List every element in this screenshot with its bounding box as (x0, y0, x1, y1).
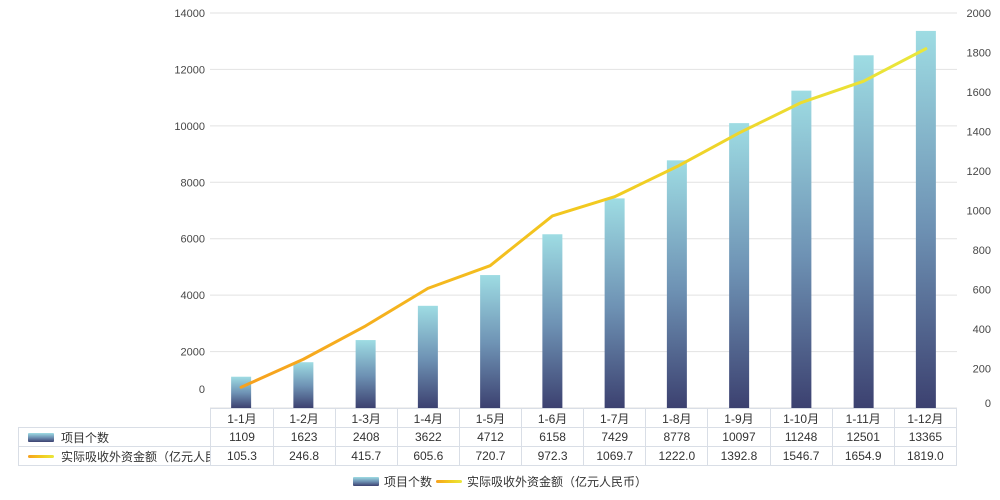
table-value-cell: 105.3 (210, 446, 274, 466)
table-value-cell: 1654.9 (831, 446, 895, 466)
left-axis-label: 4000 (181, 290, 205, 302)
table-row-bar-series: 项目个数 1109 1623 2408 3622 4712 6158 7429 8778 1009… (17, 427, 958, 447)
right-axis-label: 1600 (967, 87, 991, 99)
bar-1-3月 (355, 340, 376, 408)
bar-series-swatch-icon (352, 476, 379, 486)
table-value-cell: 12501 (831, 427, 895, 447)
line-series-swatch-icon (28, 455, 54, 458)
table-value-cell: 246.8 (272, 446, 336, 466)
line-series-swatch-icon (436, 479, 462, 483)
table-row-line-series: 实际吸收外资金额（亿元人民币）105.3246.8415.7605.6720.7… (17, 446, 958, 466)
right-axis-label: 400 (973, 324, 991, 336)
table-value-cell: 11248 (769, 427, 833, 447)
table-value-cell: 1623 (272, 427, 336, 447)
table-value-cell: 8778 (645, 427, 709, 447)
right-axis-label: 1800 (967, 48, 991, 60)
right-axis-label: 0 (985, 398, 991, 410)
legend-label-line-series: 实际吸收外资金额（亿元人民币） (467, 474, 648, 489)
left-axis-label: 6000 (181, 234, 205, 246)
table-value-cell: 1069.7 (583, 446, 647, 466)
bar-1-2月 (293, 362, 314, 408)
table-value-cell: 972.3 (521, 446, 585, 466)
data-table: 1-1月 1-2月 1-3月 1-4月 1-5月 1-6月 1-7月 1-8月 1-9月 1-10… (17, 408, 958, 466)
combo-chart: 0 2000 4000 6000 8000 10000 12000 14000 0 200 400 6… (174, 8, 991, 410)
table-value-cell: 3622 (396, 427, 460, 447)
table-value-cell: 2408 (334, 427, 398, 447)
bar-1-6月 (542, 234, 563, 408)
table-value-cell: 7429 (583, 427, 647, 447)
right-axis-label: 2000 (967, 8, 991, 20)
bar-1-9月 (729, 123, 750, 408)
line-series (239, 47, 928, 389)
table-category-header: 1-5月 (458, 408, 523, 428)
bar-1-7月 (604, 198, 625, 408)
left-axis-label: 2000 (181, 347, 205, 359)
right-axis-label: 1000 (967, 206, 991, 218)
table-value-cell: 10097 (707, 427, 771, 447)
right-axis-label: 800 (973, 245, 991, 257)
legend: 项目个数 实际吸收外资金额（亿元人民币） (0, 471, 1000, 491)
series-name: 实际吸收外资金额（亿元人民币） (61, 450, 210, 464)
table-row-label: 项目个数 (17, 427, 212, 447)
table-category-header: 1-4月 (396, 408, 460, 428)
series-name: 项目个数 (61, 430, 110, 445)
table-category-header: 1-9月 (707, 408, 771, 428)
table-value-cell: 1392.8 (707, 446, 771, 466)
bar-1-5月 (480, 275, 501, 408)
bar-1-12月 (915, 30, 936, 408)
table-value-cell: 1819.0 (893, 446, 958, 466)
right-axis-label: 1400 (967, 127, 991, 139)
table-value-cell: 720.7 (458, 446, 523, 466)
bar-series-swatch-icon (28, 432, 54, 442)
right-axis-label: 1200 (967, 166, 991, 178)
right-axis-label: 200 (973, 364, 991, 376)
table-header-row: 1-1月 1-2月 1-3月 1-4月 1-5月 1-6月 1-7月 1-8月 1-9月 1-10… (19, 408, 958, 428)
left-axis-label: 14000 (174, 8, 205, 20)
table-category-header: 1-2月 (272, 408, 336, 428)
table-category-header: 1-7月 (583, 408, 647, 428)
table-category-header: 1-1月 (210, 408, 274, 428)
table-category-header: 1-3月 (334, 408, 398, 428)
bar-1-4月 (417, 305, 438, 408)
table-category-header: 1-6月 (521, 408, 585, 428)
table-row-label: 实际吸收外资金额（亿元人民币） (17, 446, 212, 466)
right-axis-label: 600 (973, 285, 991, 297)
table-value-cell: 13365 (893, 427, 958, 447)
table-value-cell: 4712 (458, 427, 523, 447)
legend-item-line-series[interactable]: 实际吸收外资金额（亿元人民币） (436, 473, 647, 490)
table-category-header: 1-12月 (893, 408, 958, 428)
table-category-header: 1-11月 (831, 408, 895, 428)
left-axis-label: 12000 (174, 64, 205, 76)
table-value-cell: 1546.7 (769, 446, 833, 466)
bar-1-1月 (231, 376, 252, 408)
table-value-cell: 1222.0 (645, 446, 709, 466)
table-corner-cell (19, 409, 211, 428)
table-category-header: 1-10月 (769, 408, 833, 428)
bar-1-10月 (791, 90, 812, 408)
bar-1-11月 (853, 55, 874, 408)
left-axis-label: 8000 (181, 177, 205, 189)
table-value-cell: 1109 (210, 427, 274, 447)
legend-item-bar-series[interactable]: 项目个数 (352, 473, 432, 490)
table-value-cell: 415.7 (334, 446, 398, 466)
table-value-cell: 605.6 (396, 446, 460, 466)
bar-1-8月 (666, 160, 687, 408)
left-axis-label: 10000 (174, 121, 205, 133)
table-value-cell: 6158 (521, 427, 585, 447)
left-axis-label: 0 (199, 384, 205, 396)
legend-label-bar-series: 项目个数 (383, 474, 432, 489)
table-category-header: 1-8月 (645, 408, 709, 428)
